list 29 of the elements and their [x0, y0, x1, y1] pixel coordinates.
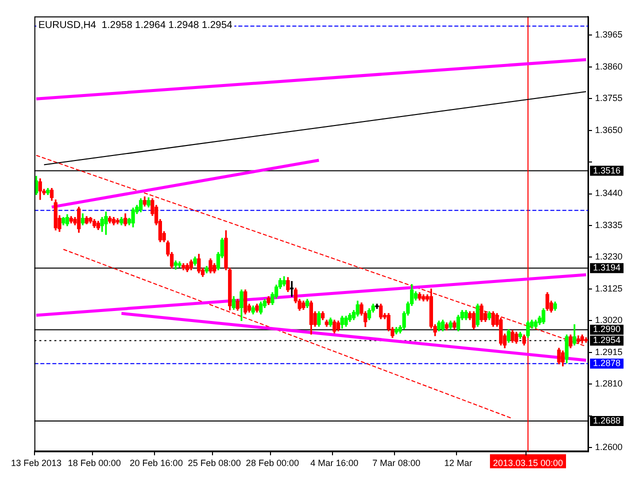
y-tick-label: 1.3965 [595, 30, 623, 40]
x-tick-label: 13 Feb 2013 [10, 458, 62, 468]
y-tick-label: 1.3335 [595, 220, 623, 230]
y-tick-label: 1.3650 [595, 124, 623, 135]
ref-line-label: 1.2990 [593, 324, 621, 334]
x-tick-label: 4 Mar 16:00 [310, 458, 358, 468]
x-tick-label: 20 Feb 16:00 [130, 458, 183, 468]
x-tick-label: 25 Feb 08:00 [188, 458, 241, 468]
y-tick-label: 1.3755 [595, 93, 623, 104]
x-tick-label: 18 Feb 00:00 [68, 458, 121, 468]
y-tick-label: 1.3020 [595, 315, 623, 326]
y-tick-label: 1.3440 [595, 188, 623, 198]
y-tick-label: 1.2915 [595, 346, 623, 357]
x-tick-label: 28 Feb 00:00 [246, 458, 299, 468]
ref-line-label: 1.2688 [593, 415, 621, 426]
x-tick-label: 12 Mar [444, 458, 472, 468]
x-tick-label: 7 Mar 08:00 [372, 458, 420, 468]
candlestick [375, 304, 379, 309]
y-tick-label: 1.3230 [595, 252, 623, 262]
x-tick-label: 2013.03.15 00:00 [492, 458, 564, 468]
ref-line-label: 1.3516 [593, 165, 621, 176]
ref-line-label: 1.2954 [593, 335, 621, 346]
y-tick-label: 1.2600 [595, 442, 623, 452]
y-tick-label: 1.2810 [595, 378, 623, 389]
y-tick-label: 1.3125 [595, 283, 623, 294]
ref-line-label: 1.2878 [593, 358, 621, 368]
ref-line-label: 1.3194 [593, 262, 621, 273]
chart-title: EURUSD,H4 1.2958 1.2964 1.2948 1.2954 [38, 20, 233, 32]
y-tick-label: 1.3860 [595, 61, 623, 72]
